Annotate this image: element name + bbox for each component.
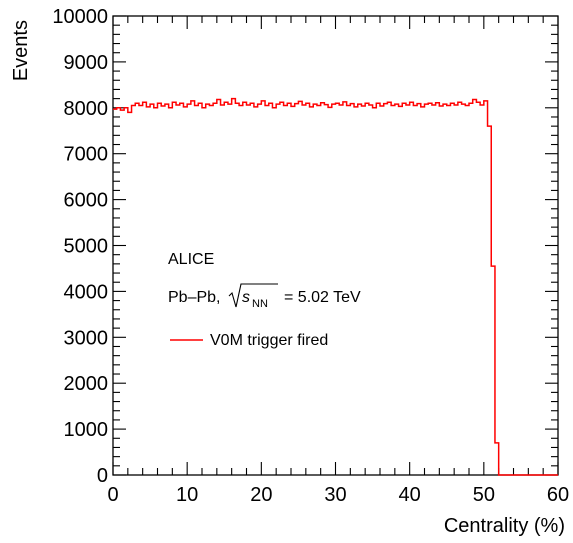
sqrt-sign <box>228 283 278 308</box>
experiment-label: ALICE <box>168 251 214 268</box>
energy-subscript: NN <box>252 298 268 310</box>
x-tick-label: 40 <box>399 484 421 506</box>
system-text: Pb–Pb, <box>168 289 220 306</box>
y-tick-label: 3000 <box>64 327 109 349</box>
svg-text:Pb–Pb,: Pb–Pb, <box>168 289 220 306</box>
x-tick-label: 10 <box>176 484 198 506</box>
axis-ticks <box>112 15 559 476</box>
y-tick-label: 7000 <box>64 144 109 166</box>
y-tick-label: 9000 <box>64 52 109 74</box>
y-tick-label: 1000 <box>64 419 109 441</box>
x-tick-label: 0 <box>107 484 118 506</box>
x-tick-label: 20 <box>250 484 272 506</box>
x-axis-label: Centrality (%) <box>444 515 565 537</box>
y-tick-label: 8000 <box>64 98 109 120</box>
x-tick-label: 50 <box>473 484 495 506</box>
x-tick-label: 30 <box>324 484 346 506</box>
y-axis-label: Events <box>10 20 32 81</box>
y-tick-label: 10000 <box>52 6 108 28</box>
y-tick-label: 2000 <box>64 373 109 395</box>
axis-tick-labels: 0 10 20 30 40 50 60 0 1000 2000 3000 4000 5000 6000 70… <box>52 6 569 506</box>
energy-value: = 5.02 TeV <box>284 289 361 306</box>
y-tick-label: 5000 <box>64 236 109 258</box>
x-tick-label: 60 <box>547 484 569 506</box>
legend: V0M trigger fired <box>170 332 328 349</box>
series-line-v0m-trigger-fired <box>113 97 558 476</box>
energy-variable: s <box>242 289 250 306</box>
y-tick-label: 6000 <box>64 190 109 212</box>
legend-label: V0M trigger fired <box>210 332 328 349</box>
y-tick-label: 4000 <box>64 281 109 303</box>
y-tick-label: 0 <box>97 465 108 487</box>
collision-system-label: Pb–Pb, s NN = 5.02 TeV <box>168 283 361 310</box>
